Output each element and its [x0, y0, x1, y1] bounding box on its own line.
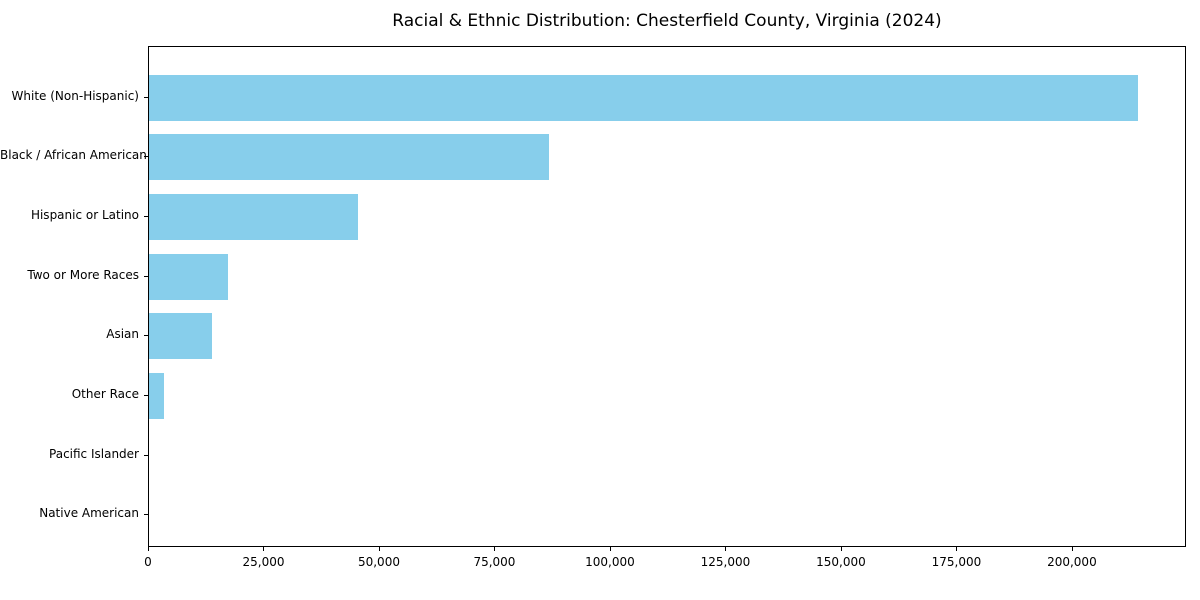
- y-tick-label-native-american: Native American: [39, 506, 139, 521]
- y-tick-mark: [144, 395, 148, 396]
- x-tick-label-25000: 25,000: [242, 555, 285, 569]
- x-tick-mark: [956, 547, 958, 551]
- y-tick-mark: [144, 454, 148, 456]
- x-tick-label-150000: 150,000: [816, 555, 866, 569]
- bar-asian: [149, 313, 213, 360]
- y-tick-mark: [144, 514, 148, 516]
- y-tick-label-other-race: Other Race: [71, 387, 139, 401]
- x-tick-label-100000: 100,000: [585, 555, 635, 569]
- plot-area: [148, 46, 1186, 547]
- y-tick-label-white-non-hispanic: White (Non-Hispanic): [11, 88, 139, 103]
- y-tick-mark: [144, 275, 148, 277]
- y-tick-mark: [144, 156, 148, 158]
- x-tick-label-175000: 175,000: [931, 555, 982, 569]
- x-tick-label-125000: 125,000: [700, 555, 751, 569]
- y-tick-mark: [144, 335, 148, 337]
- x-tick-label-50000: 50,000: [357, 555, 400, 569]
- x-tick-mark: [840, 547, 842, 551]
- bar-two-or-more-races: [149, 253, 228, 300]
- x-tick-mark: [725, 547, 727, 551]
- x-tick-label-75000: 75,000: [473, 555, 516, 569]
- bar-black-african-american: [149, 134, 549, 181]
- bar-hispanic-or-latino: [149, 193, 359, 240]
- x-tick-mark: [378, 547, 380, 551]
- bar-white-non-hispanic: [149, 74, 1138, 121]
- x-tick-mark: [263, 547, 265, 551]
- y-tick-mark: [144, 96, 148, 98]
- x-tick-mark: [609, 547, 611, 551]
- y-tick-label-black-african-american: Black / African American: [0, 148, 147, 163]
- y-tick-label-two-or-more-races: Two or More Races: [27, 267, 139, 282]
- x-tick-label-0: 0: [144, 555, 152, 569]
- x-tick-mark: [1071, 547, 1073, 551]
- y-tick-label-pacific-islander: Pacific Islander: [49, 446, 139, 461]
- x-tick-mark: [148, 547, 149, 551]
- y-tick-mark: [144, 215, 148, 217]
- x-tick-mark: [494, 547, 496, 551]
- x-tick-label-200000: 200,000: [1047, 555, 1097, 569]
- chart-title: Racial & Ethnic Distribution: Chesterfie…: [392, 11, 942, 31]
- y-tick-label-asian: Asian: [106, 327, 139, 342]
- bar-other-race: [149, 373, 164, 419]
- y-tick-label-hispanic-or-latino: Hispanic or Latino: [30, 207, 139, 222]
